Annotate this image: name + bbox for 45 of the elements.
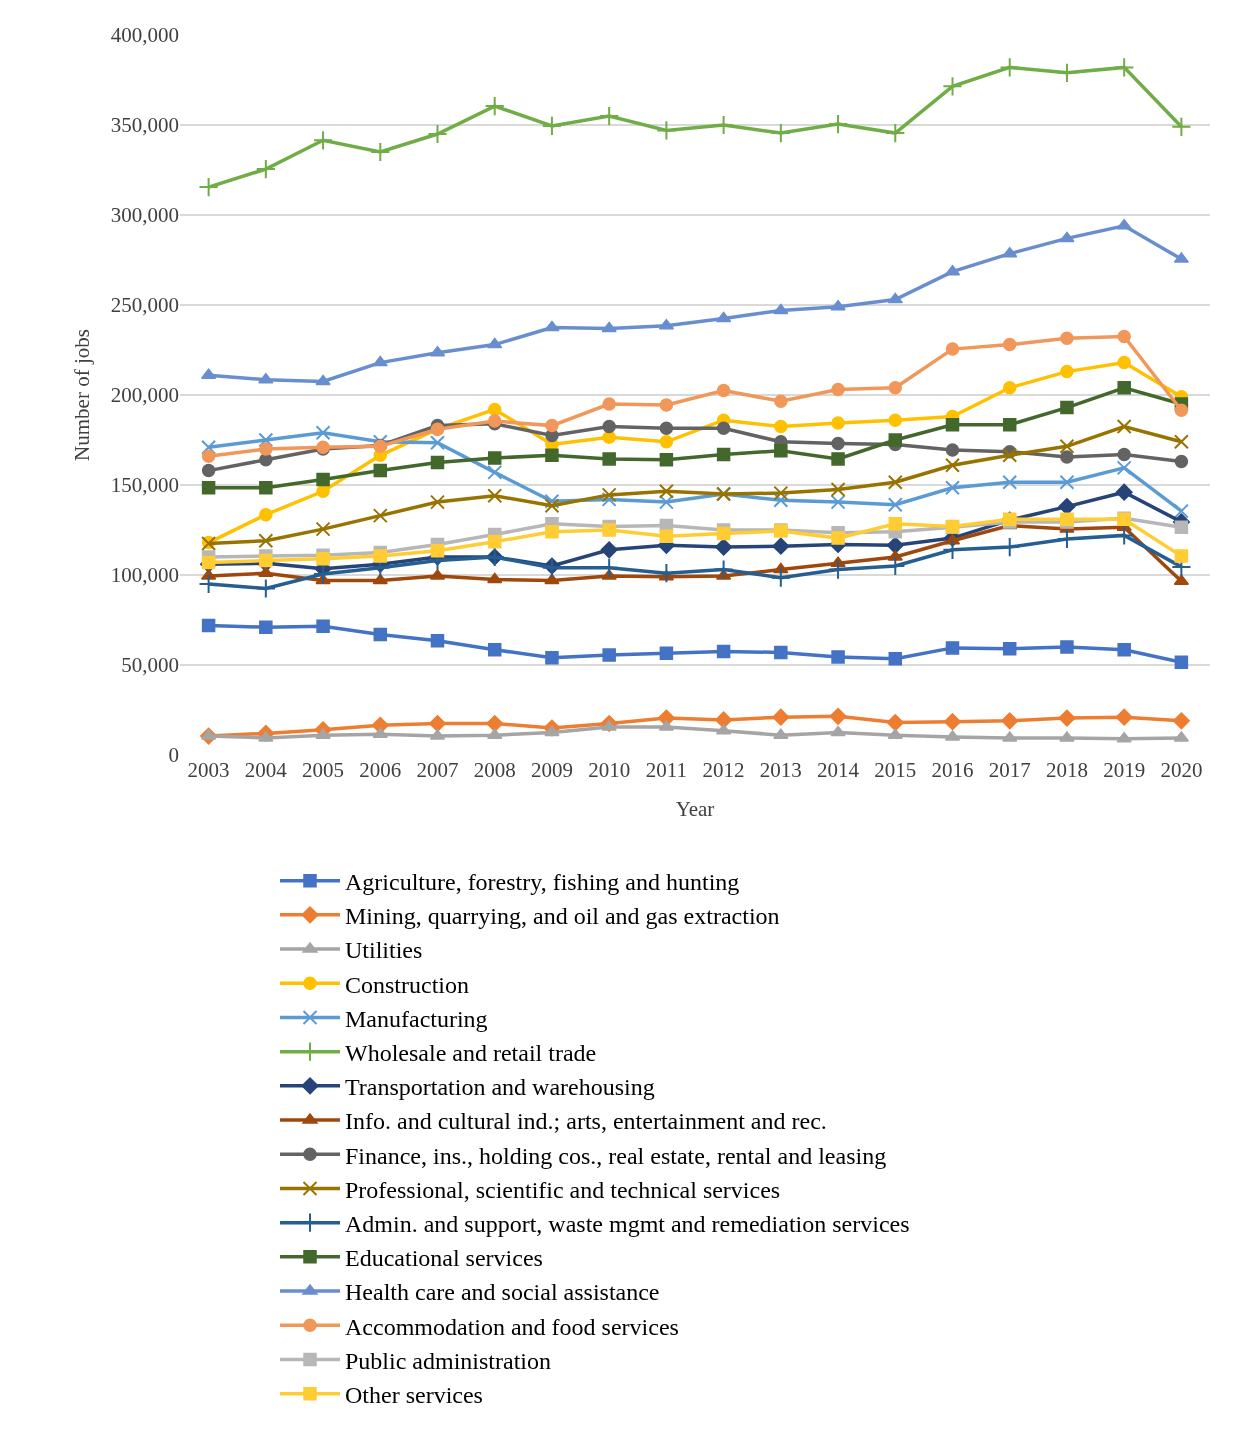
x-tick-label: 2014 <box>817 758 860 782</box>
x-tick-label: 2010 <box>588 758 631 782</box>
x-tick-label: 2012 <box>702 758 745 782</box>
legend-label: Health care and social assistance <box>345 1279 660 1306</box>
y-tick-label: 100,000 <box>110 563 179 588</box>
legend-label: Wholesale and retail trade <box>345 1040 597 1067</box>
y-tick-label: 0 <box>168 743 179 768</box>
y-tick-label: 350,000 <box>110 113 179 138</box>
x-tick-label: 2009 <box>530 758 573 782</box>
legend-label: Mining, quarrying, and oil and gas extraction <box>345 903 780 930</box>
x-tick-label: 2003 <box>187 758 230 782</box>
y-axis-title: Number of jobs <box>69 329 94 461</box>
x-tick-label: 2018 <box>1045 758 1088 782</box>
legend-label: Educational services <box>345 1245 543 1272</box>
legend-label: Agriculture, forestry, fishing and hunting <box>345 869 740 896</box>
legend-label: Utilities <box>345 937 423 964</box>
x-tick-label: 2006 <box>359 758 402 782</box>
legend-label: Public administration <box>345 1347 551 1374</box>
x-tick-label: 2008 <box>473 758 516 782</box>
y-tick-label: 200,000 <box>110 383 179 408</box>
x-tick-label: 2011 <box>645 758 688 782</box>
legend-label: Professional, scientific and technical services <box>345 1176 781 1203</box>
x-tick-label: 2005 <box>302 758 345 782</box>
x-tick-label: 2016 <box>931 758 974 782</box>
y-tick-label: 250,000 <box>110 293 179 318</box>
y-tick-label: 150,000 <box>110 473 179 498</box>
legend-label: Transportation and warehousing <box>345 1074 655 1101</box>
y-tick-label: 50,000 <box>121 653 179 678</box>
legend-label: Finance, ins., holding cos., real estate, rental and leasing <box>345 1142 887 1169</box>
x-axis-title: Year <box>675 797 715 822</box>
legend-label: Manufacturing <box>345 1005 488 1032</box>
legend-label: Accommodation and food services <box>345 1313 679 1340</box>
legend-label: Other services <box>345 1382 483 1409</box>
y-tick-label: 400,000 <box>110 23 179 48</box>
x-tick-label: 2015 <box>874 758 917 782</box>
legend-label: Admin. and support, waste mgmt and remediation services <box>345 1211 910 1238</box>
x-tick-label: 2007 <box>416 758 459 782</box>
x-tick-label: 2020 <box>1160 758 1203 782</box>
y-tick-label: 300,000 <box>110 203 179 228</box>
x-tick-label: 2017 <box>988 758 1031 782</box>
x-tick-label: 2013 <box>759 758 802 782</box>
legend-label: Info. and cultural ind.; arts, entertainment and rec. <box>345 1108 827 1135</box>
legend-label: Construction <box>345 971 469 998</box>
x-tick-label: 2019 <box>1103 758 1146 782</box>
x-tick-label: 2004 <box>244 758 288 782</box>
